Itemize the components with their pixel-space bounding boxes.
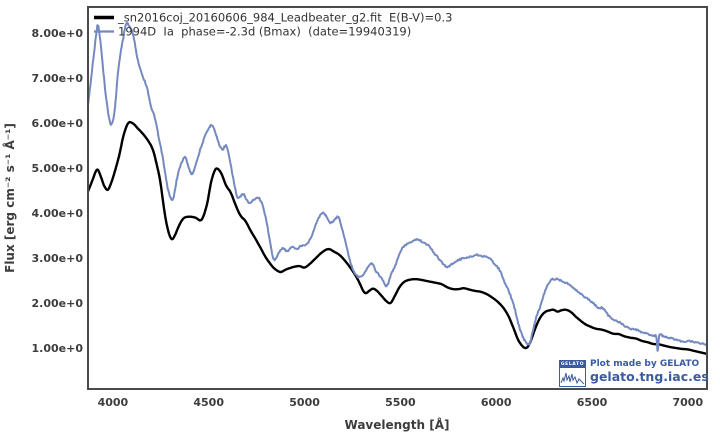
gelato-logo-title: GELATO [560, 361, 585, 368]
x-tick-label: 6500 [577, 396, 608, 409]
series-layer [88, 21, 707, 356]
x-tick-label: 5500 [385, 396, 416, 409]
x-tick-label: 7000 [672, 396, 703, 409]
y-tick-label: 8.00e+0 [32, 27, 84, 40]
x-tick-label: 5000 [289, 396, 320, 409]
x-axis-label: Wavelength [Å] [345, 417, 450, 432]
plot-border [87, 6, 708, 390]
y-tick-label: 3.00e+0 [32, 252, 84, 265]
gelato-watermark: GELATO Plot made by GELATO gelato.tng.ia… [559, 359, 709, 387]
x-tick-label: 4000 [98, 396, 129, 409]
y-tick-label: 4.00e+0 [32, 207, 84, 220]
gelato-watermark-text: Plot made by GELATO gelato.tng.iac.es [590, 359, 709, 384]
axes-layer: 4000 4500 5000 5500 6000 6500 7000 1.00e+0 2.00e… [32, 6, 708, 409]
watermark-credit: Plot made by GELATO [590, 359, 700, 369]
gelato-logo-spectrum-icon [560, 372, 585, 385]
x-tick-label: 4500 [193, 396, 224, 409]
y-tick-label: 5.00e+0 [32, 162, 84, 175]
legend-entry-comparison: 1994D Ia phase=-2.3d (Bmax) (date=199403… [118, 25, 411, 39]
y-tick-label: 7.00e+0 [32, 72, 84, 85]
legend: _sn2016coj_20160606_984_Leadbeater_g2.fi… [94, 11, 452, 39]
y-axis-label: Flux [erg cm⁻² s⁻¹ Å⁻¹] [2, 123, 17, 273]
gelato-logo: GELATO [559, 360, 586, 387]
series-line-0 [88, 120, 707, 356]
series-line-1 [88, 21, 707, 352]
x-tick-label: 6000 [481, 396, 512, 409]
y-tick-label: 6.00e+0 [32, 117, 84, 130]
y-tick-label: 2.00e+0 [32, 297, 84, 310]
watermark-url: gelato.tng.iac.es [590, 368, 709, 384]
legend-entry-target: _sn2016coj_20160606_984_Leadbeater_g2.fi… [117, 11, 452, 25]
y-tick-label: 1.00e+0 [32, 342, 84, 355]
